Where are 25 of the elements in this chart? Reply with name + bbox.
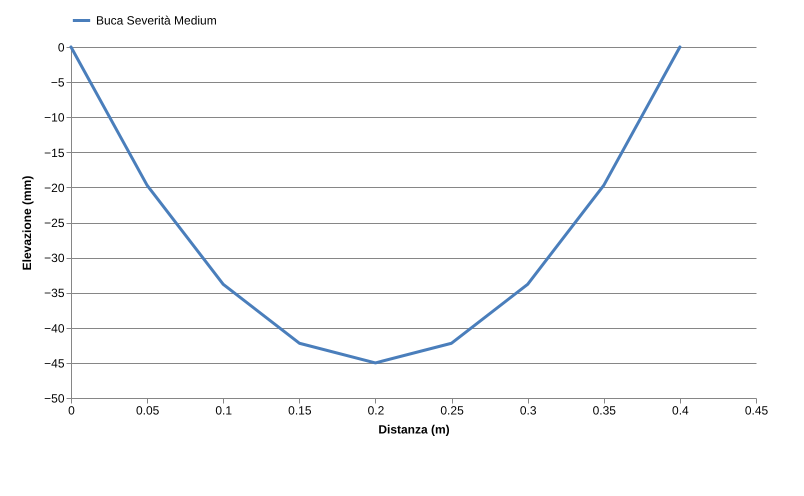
x-tick-label: 0 [68, 404, 76, 418]
y-axis-title: Elevazione (mm) [20, 176, 34, 270]
x-tick-label: 0.35 [592, 404, 616, 418]
y-tick-label: 0 [58, 40, 65, 54]
y-tick-label: −50 [44, 392, 65, 406]
line-series [70, 46, 682, 364]
x-tick-label: 0.2 [368, 404, 385, 418]
y-tick-label: −35 [44, 286, 65, 300]
y-tick-label: −45 [44, 356, 65, 370]
legend-label: Buca Severità Medium [96, 14, 217, 28]
x-tick-label: 0.45 [744, 404, 768, 418]
y-tick-label: −5 [50, 76, 65, 90]
x-axis-title: Distanza (m) [378, 422, 450, 436]
x-tick-label: 0.05 [136, 404, 160, 418]
x-tick-label: 0.1 [215, 404, 232, 418]
y-tick-label: −15 [44, 146, 65, 160]
x-tick-label: 0.3 [520, 404, 537, 418]
y-tick-label: −40 [44, 321, 65, 336]
y-tick-label: −10 [44, 110, 65, 125]
y-tick-label: −20 [44, 180, 65, 195]
x-tick-label: 0.4 [672, 404, 690, 418]
y-tick-label: −25 [44, 216, 65, 230]
x-tick-label: 0.25 [440, 404, 464, 418]
x-tick-label: 0.15 [288, 404, 312, 418]
y-tick-label: −30 [44, 251, 65, 266]
